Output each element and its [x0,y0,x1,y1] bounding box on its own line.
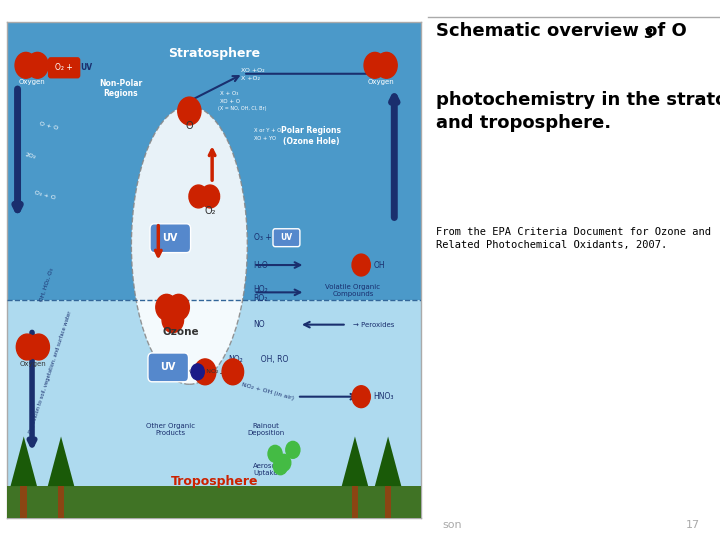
Text: X + O₃: X + O₃ [220,91,239,96]
Bar [58,486,64,518]
Text: Deposition to soil, vegetation, and surface water: Deposition to soil, vegetation, and surf… [28,310,73,434]
Bar [7,300,421,518]
Polygon shape [375,436,401,486]
Bar [7,486,421,518]
Polygon shape [11,436,37,486]
Text: 3: 3 [643,27,652,41]
Text: Aerosol
Uptake: Aerosol Uptake [253,463,279,476]
Text: → Peroxides: → Peroxides [353,322,395,328]
Text: son: son [443,520,462,530]
Circle shape [274,458,287,475]
Text: X +O₂: X +O₂ [241,76,260,81]
Circle shape [28,334,50,360]
Circle shape [376,52,397,78]
Bar [351,486,359,518]
Text: UV: UV [281,233,293,242]
Circle shape [352,386,370,408]
Text: O₃ + O: O₃ + O [33,190,55,201]
Text: RO₂: RO₂ [253,294,268,303]
Circle shape [178,97,201,125]
Circle shape [276,454,291,471]
Text: O + NO ← NO₂: O + NO ← NO₂ [173,369,218,374]
Text: XO + YO: XO + YO [253,136,276,141]
Circle shape [352,254,370,276]
Text: O₂: O₂ [204,206,216,217]
Circle shape [15,52,37,78]
Text: Polar Regions
(Ozone Hole): Polar Regions (Ozone Hole) [282,126,341,146]
FancyBboxPatch shape [150,224,191,253]
Circle shape [286,441,300,458]
Text: Oxygen: Oxygen [19,361,46,367]
Text: Oxygen: Oxygen [18,79,45,85]
Text: Rainout
Deposition: Rainout Deposition [248,423,284,436]
Text: OH, HO₂, O₃: OH, HO₂, O₃ [39,267,54,302]
Text: OH: OH [374,260,385,269]
Circle shape [201,185,220,208]
Polygon shape [48,436,74,486]
Circle shape [189,185,208,208]
FancyBboxPatch shape [49,58,80,78]
Ellipse shape [131,106,248,384]
Bar [20,486,27,518]
Circle shape [194,359,216,385]
Text: Ozone: Ozone [163,327,199,337]
Bar [384,486,392,518]
Text: Oxygen: Oxygen [367,79,394,85]
Text: NO: NO [253,320,265,329]
Text: 17: 17 [685,520,700,530]
Text: H₂O: H₂O [253,260,269,269]
Text: OH, RO: OH, RO [256,355,288,364]
Text: HO₂: HO₂ [253,285,269,294]
Text: UV: UV [162,233,178,243]
Text: Other Organic
Products: Other Organic Products [146,423,195,436]
Circle shape [168,294,189,320]
Text: Schematic overview of O: Schematic overview of O [436,22,686,39]
FancyBboxPatch shape [273,229,300,247]
Circle shape [27,52,48,78]
Text: 2O₂: 2O₂ [24,152,36,160]
Circle shape [268,446,282,462]
Text: O₃ +: O₃ + [253,233,271,242]
Text: Non-Polar
Regions: Non-Polar Regions [99,79,143,98]
Text: +: + [218,369,228,379]
Text: XO +O₂: XO +O₂ [241,68,265,73]
Text: Volatile Organic
Compounds: Volatile Organic Compounds [325,285,380,298]
Circle shape [156,294,177,320]
Text: O₂ +: O₂ + [55,63,73,72]
Circle shape [364,52,386,78]
Circle shape [191,364,204,380]
Text: UV: UV [81,63,93,72]
Text: O: O [186,121,193,131]
Text: O + O: O + O [39,121,58,131]
FancyBboxPatch shape [148,353,189,382]
Circle shape [162,307,184,333]
Text: X or Y + O₃: X or Y + O₃ [253,129,283,133]
Text: HNO₃: HNO₃ [374,392,394,401]
Text: From the EPA Criteria Document for Ozone and
Related Photochemical Oxidants, 200: From the EPA Criteria Document for Ozone… [436,227,711,251]
Text: photochemistry in the stratosphere
and troposphere.: photochemistry in the stratosphere and t… [436,91,720,132]
Circle shape [17,334,38,360]
Text: XO + O: XO + O [220,99,240,104]
Text: NO₂: NO₂ [229,355,243,364]
Text: UV: UV [160,362,176,373]
Bar [7,22,421,300]
Text: (X = NO, OH, Cl, Br): (X = NO, OH, Cl, Br) [218,106,267,111]
Text: Troposphere: Troposphere [171,475,258,488]
Circle shape [222,359,243,385]
Text: Stratosphere: Stratosphere [168,48,260,60]
Text: NO₂ + OH (in air): NO₂ + OH (in air) [241,382,294,401]
Polygon shape [342,436,368,486]
